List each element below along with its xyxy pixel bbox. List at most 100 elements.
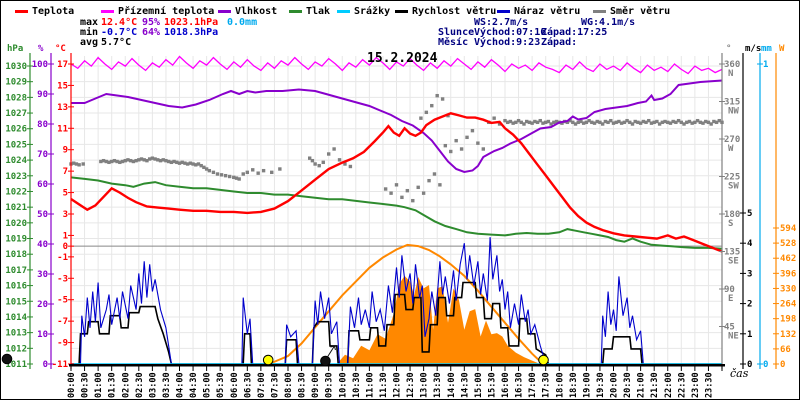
svg-text:02:00: 02:00 [121, 372, 131, 398]
legend-item-7: Náraz větru [497, 6, 580, 17]
svg-text:18:30: 18:30 [569, 372, 579, 398]
svg-text:1017: 1017 [5, 266, 27, 276]
legend-item-3: Vlhkost [218, 6, 277, 17]
legend-item-2: Přízemní teplota [101, 6, 214, 17]
svg-text:270: 270 [724, 135, 740, 145]
svg-text:1: 1 [763, 60, 768, 70]
svg-text:NE: NE [728, 332, 739, 342]
svg-text:SE: SE [728, 257, 739, 267]
svg-text:1027: 1027 [5, 109, 27, 119]
svg-text:09:30: 09:30 [325, 372, 335, 398]
svg-text:E: E [728, 294, 733, 304]
svg-text:10:00: 10:00 [338, 372, 348, 398]
svg-text:23:00: 23:00 [691, 372, 701, 398]
svg-text:3: 3 [747, 269, 752, 279]
moonrise-marker [320, 355, 331, 367]
svg-text:462: 462 [780, 254, 796, 264]
series-teplota [70, 112, 723, 253]
svg-text:1019: 1019 [5, 235, 27, 245]
svg-text:07:30: 07:30 [270, 372, 280, 398]
legend-item-6: Rychlost větru [395, 6, 496, 17]
svg-text:21:00: 21:00 [637, 372, 647, 398]
svg-text:1022: 1022 [5, 187, 27, 197]
svg-text:0: 0 [763, 360, 768, 370]
stat-max-label: max [80, 17, 99, 28]
svg-text:mm: mm [761, 44, 772, 54]
svg-text:13: 13 [57, 103, 68, 113]
stat-avg-temp: 5.7°C [101, 37, 132, 48]
svg-text:20:00: 20:00 [610, 372, 620, 398]
legend-item-8: Směr větru [593, 6, 670, 17]
axis-hum: % 0 10 20 30 40 50 60 70 80 90 100 [32, 44, 54, 370]
svg-text:1026: 1026 [5, 125, 27, 135]
svg-text:18:00: 18:00 [555, 372, 565, 398]
svg-text:%: % [38, 44, 44, 54]
svg-text:-9: -9 [57, 339, 68, 349]
series-tlak [70, 176, 723, 250]
svg-text:20:30: 20:30 [623, 372, 633, 398]
svg-text:396: 396 [780, 269, 796, 279]
svg-text:03:00: 03:00 [148, 372, 158, 398]
sun-rise-time: Východ:07:16 [474, 27, 547, 38]
svg-text:13:00: 13:00 [420, 372, 430, 398]
svg-text:1028: 1028 [5, 93, 27, 103]
svg-text:17:30: 17:30 [542, 372, 552, 398]
svg-text:40: 40 [37, 240, 48, 250]
svg-text:198: 198 [780, 315, 796, 325]
svg-text:5: 5 [63, 189, 68, 199]
stat-max-hum: 95% [142, 17, 161, 28]
svg-text:528: 528 [780, 239, 796, 249]
svg-text:15:30: 15:30 [487, 372, 497, 398]
svg-text:01:00: 01:00 [94, 372, 104, 398]
svg-text:-1: -1 [57, 253, 68, 263]
date-label: 15.2.2024 [367, 51, 438, 66]
series-prizemni-teplota [70, 55, 723, 75]
svg-text:22:00: 22:00 [664, 372, 674, 398]
series-naraz-vetru [71, 237, 722, 365]
svg-text:01:30: 01:30 [108, 372, 118, 398]
legend-item-label: Přízemní teplota [118, 6, 215, 17]
svg-text:05:00: 05:00 [203, 372, 213, 398]
svg-text:SW: SW [728, 182, 739, 192]
svg-text:66: 66 [780, 345, 791, 355]
legend-dash-icon [337, 10, 350, 13]
svg-text:15: 15 [57, 81, 68, 91]
svg-text:11: 11 [57, 124, 68, 134]
svg-text:1013: 1013 [5, 329, 27, 339]
svg-text:11:00: 11:00 [365, 372, 375, 398]
svg-text:132: 132 [780, 330, 796, 340]
svg-text:1030: 1030 [5, 62, 27, 72]
series-rychlost-vetru [71, 281, 722, 365]
svg-text:2: 2 [747, 300, 752, 310]
legend-item-1: Teplota [15, 6, 74, 17]
svg-text:0: 0 [780, 360, 785, 370]
svg-text:°C: °C [55, 44, 66, 54]
svg-text:17:00: 17:00 [528, 372, 538, 398]
svg-text:1014: 1014 [5, 313, 27, 323]
legend-dash-icon [593, 10, 606, 13]
svg-text:12:00: 12:00 [393, 372, 403, 398]
stat-min-pres: 1018.3hPa [164, 27, 219, 38]
svg-text:16:30: 16:30 [515, 372, 525, 398]
series-smer-vetru [69, 93, 724, 203]
svg-text:1015: 1015 [5, 297, 27, 307]
svg-text:225: 225 [724, 173, 740, 183]
sunset-marker [538, 354, 549, 366]
svg-text:-11: -11 [52, 360, 68, 370]
svg-text:30: 30 [37, 270, 48, 280]
svg-text:22:30: 22:30 [677, 372, 687, 398]
sun-label: Slunce [438, 27, 475, 38]
svg-text:20: 20 [37, 300, 48, 310]
legend-dash-icon [101, 10, 114, 13]
svg-text:N: N [728, 69, 733, 79]
wind-gust-stat: WG:4.1m/s [581, 17, 636, 28]
svg-text:19:30: 19:30 [596, 372, 606, 398]
svg-text:00:30: 00:30 [81, 372, 91, 398]
svg-text:02:30: 02:30 [135, 372, 145, 398]
legend-item-label: Náraz větru [514, 6, 581, 17]
legend-dash-icon [218, 10, 231, 13]
svg-text:10: 10 [37, 330, 48, 340]
svg-text:70: 70 [37, 150, 48, 160]
svg-text:16:00: 16:00 [501, 372, 511, 398]
